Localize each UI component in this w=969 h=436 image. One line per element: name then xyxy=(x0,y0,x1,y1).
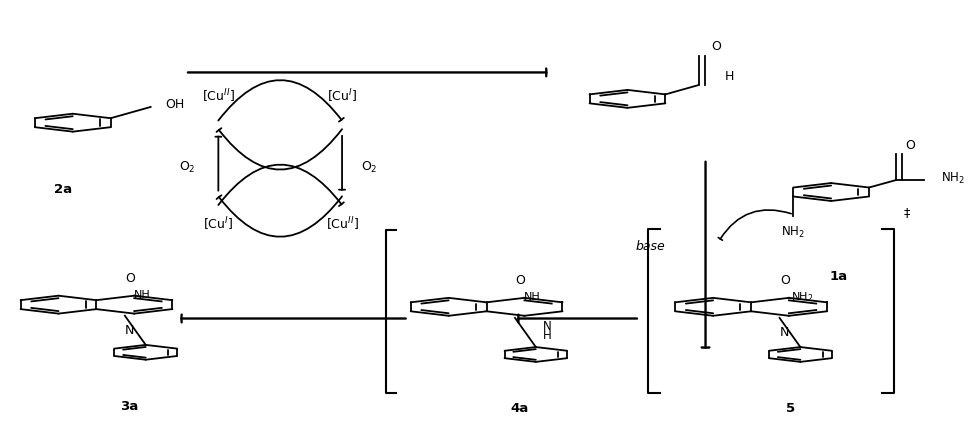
Text: base: base xyxy=(636,240,666,252)
Text: $^‡$: $^‡$ xyxy=(903,209,911,227)
Text: H: H xyxy=(543,329,551,342)
Text: [Cu$^{I}$]: [Cu$^{I}$] xyxy=(203,216,234,233)
Text: NH$_2$: NH$_2$ xyxy=(791,290,814,303)
Text: H: H xyxy=(725,70,734,83)
Text: NH$_2$: NH$_2$ xyxy=(781,225,805,240)
Text: NH$_2$: NH$_2$ xyxy=(941,171,965,186)
Text: N: N xyxy=(779,326,789,339)
Text: [Cu$^{II}$]: [Cu$^{II}$] xyxy=(326,216,359,233)
Text: [Cu$^{I}$]: [Cu$^{I}$] xyxy=(327,87,358,105)
Text: OH: OH xyxy=(165,98,184,111)
Text: 1a: 1a xyxy=(829,270,848,283)
Text: O: O xyxy=(126,272,136,285)
Text: O: O xyxy=(516,274,525,287)
Text: 2a: 2a xyxy=(54,184,73,196)
Text: O$_2$: O$_2$ xyxy=(361,160,378,175)
Text: 5: 5 xyxy=(786,402,796,415)
Text: O$_2$: O$_2$ xyxy=(179,160,196,175)
Text: NH: NH xyxy=(134,290,150,300)
Text: N: N xyxy=(543,320,551,334)
Text: O: O xyxy=(711,40,721,53)
Text: N: N xyxy=(125,324,135,337)
Text: 4a: 4a xyxy=(511,402,529,415)
Text: [Cu$^{II}$]: [Cu$^{II}$] xyxy=(202,87,234,105)
Text: O: O xyxy=(905,139,915,152)
Text: NH: NH xyxy=(523,293,541,303)
Text: O: O xyxy=(780,274,790,287)
Text: 3a: 3a xyxy=(120,400,139,413)
